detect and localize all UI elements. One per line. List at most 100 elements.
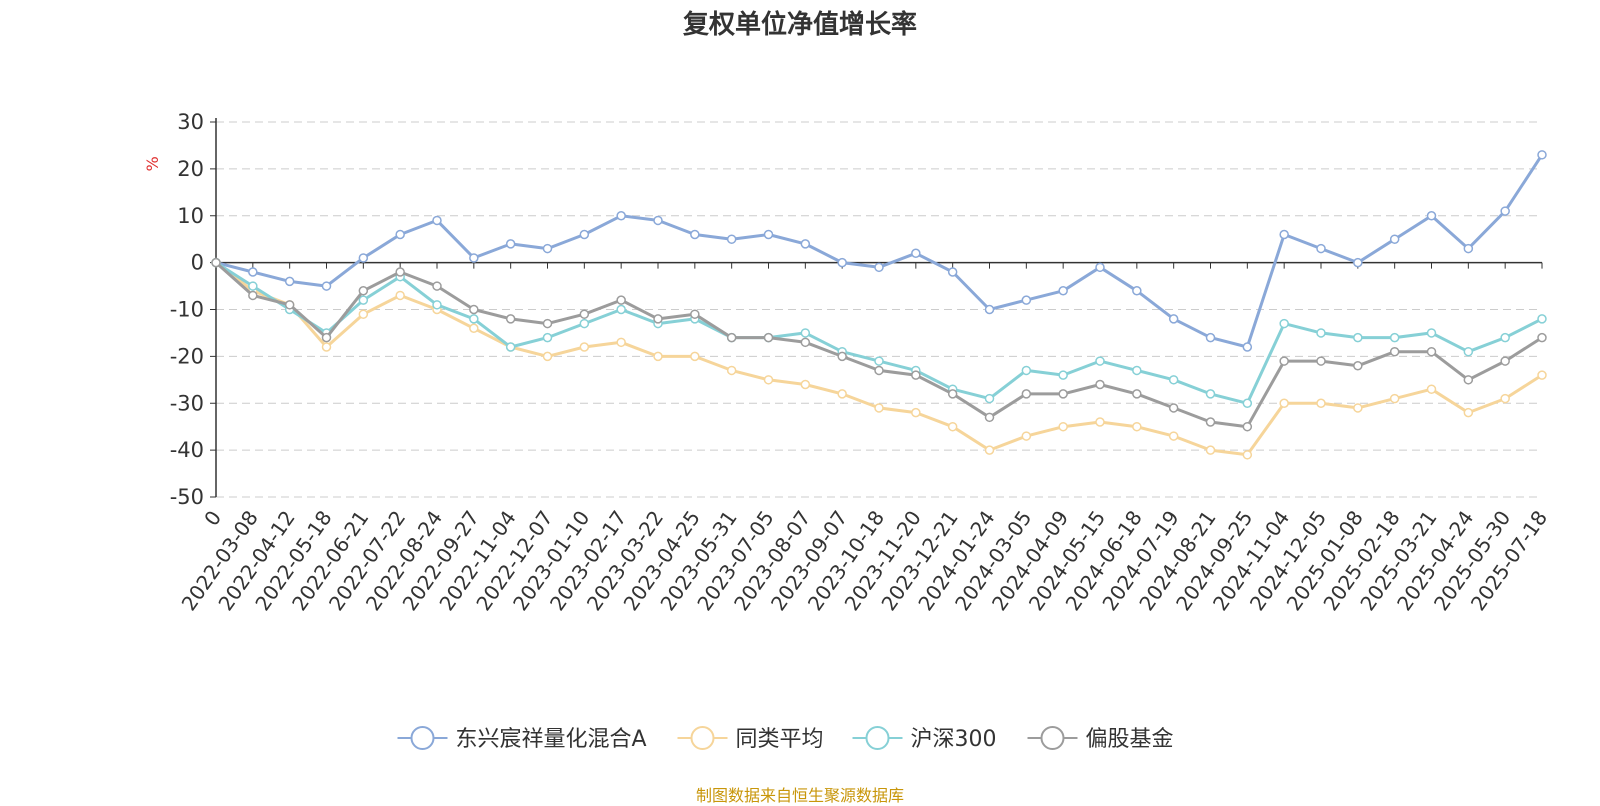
data-point — [1537, 150, 1547, 160]
series-lines — [211, 150, 1547, 460]
series-group — [211, 257, 1547, 408]
data-point — [837, 351, 847, 362]
data-point — [321, 281, 332, 291]
data-point — [1205, 389, 1216, 399]
data-point — [984, 412, 995, 423]
data-point — [248, 281, 258, 291]
data-point — [911, 407, 921, 418]
data-point — [1389, 332, 1400, 343]
data-point — [800, 239, 811, 249]
data-point — [1132, 286, 1142, 296]
data-point — [1242, 342, 1253, 352]
data-point — [1242, 398, 1253, 408]
data-point — [505, 239, 516, 249]
data-point — [763, 332, 774, 343]
data-point — [911, 370, 921, 380]
data-point — [653, 314, 663, 324]
legend-marker — [1040, 726, 1065, 750]
data-point — [1021, 365, 1032, 376]
data-point — [1168, 431, 1179, 441]
data-point — [542, 243, 553, 254]
data-point — [800, 337, 811, 348]
data-point — [1500, 332, 1510, 343]
legend-marker — [690, 726, 715, 750]
data-point — [1389, 393, 1400, 404]
data-point — [1205, 332, 1216, 343]
y-axis-unit: % — [143, 156, 162, 171]
data-point — [432, 300, 442, 310]
legend-label: 东兴宸祥量化混合A — [456, 727, 647, 752]
data-point — [1316, 398, 1326, 408]
data-point — [947, 421, 958, 432]
data-point — [726, 234, 737, 244]
data-point — [763, 229, 774, 240]
data-point — [1058, 389, 1068, 399]
data-point — [1279, 229, 1289, 240]
data-point — [1537, 314, 1547, 324]
data-point — [947, 389, 958, 399]
data-point — [321, 332, 332, 343]
data-point — [874, 403, 884, 413]
data-point — [1021, 295, 1032, 305]
data-point — [542, 318, 553, 329]
data-point — [1168, 375, 1179, 385]
y-tick-label: 30 — [177, 110, 204, 134]
data-point — [1205, 445, 1216, 455]
legend-marker — [865, 726, 890, 750]
data-point — [1426, 346, 1437, 357]
data-point — [469, 323, 479, 333]
data-point — [1500, 356, 1510, 366]
data-point — [690, 229, 700, 240]
data-point — [1205, 417, 1216, 427]
data-point — [1463, 375, 1474, 385]
data-point — [579, 309, 590, 319]
data-point — [579, 342, 590, 352]
data-point — [653, 215, 663, 226]
data-point — [1021, 431, 1032, 441]
data-point — [395, 290, 405, 301]
data-point — [284, 300, 295, 310]
data-point — [1353, 257, 1363, 268]
data-point — [1132, 421, 1142, 432]
data-point — [911, 248, 921, 258]
legend-label: 偏股基金 — [1086, 727, 1174, 752]
data-point — [358, 309, 369, 319]
data-point — [1132, 389, 1142, 399]
data-point — [1353, 403, 1363, 413]
data-point — [432, 215, 442, 226]
data-point — [1426, 211, 1437, 221]
data-point — [690, 351, 700, 362]
data-point — [616, 337, 626, 348]
data-point — [505, 342, 516, 352]
data-point — [211, 257, 221, 268]
data-point — [800, 379, 811, 390]
data-point — [874, 262, 884, 273]
data-point — [1168, 403, 1179, 413]
data-point — [1463, 407, 1474, 418]
data-source-note: 制图数据来自恒生聚源数据库 — [695, 786, 904, 805]
legend-item: 沪深300 — [852, 726, 997, 752]
data-point — [1021, 389, 1032, 399]
legend-label: 沪深300 — [911, 727, 997, 752]
data-point — [1095, 417, 1105, 427]
data-point — [1095, 379, 1105, 390]
data-point — [358, 295, 369, 305]
data-point — [1426, 328, 1437, 338]
data-point — [432, 281, 442, 291]
data-point — [358, 253, 369, 263]
data-point — [837, 257, 847, 268]
data-point — [1316, 328, 1326, 338]
data-point — [579, 318, 590, 329]
legend-item: 东兴宸祥量化混合A — [397, 726, 647, 752]
data-point — [469, 304, 479, 315]
data-point — [579, 229, 590, 240]
data-point — [395, 267, 405, 277]
data-point — [1537, 332, 1547, 343]
data-point — [1389, 346, 1400, 357]
y-tick-label: -50 — [170, 485, 204, 509]
data-point — [837, 389, 847, 399]
data-point — [1058, 421, 1068, 432]
legend-item: 偏股基金 — [1027, 726, 1174, 752]
data-point — [1168, 314, 1179, 324]
